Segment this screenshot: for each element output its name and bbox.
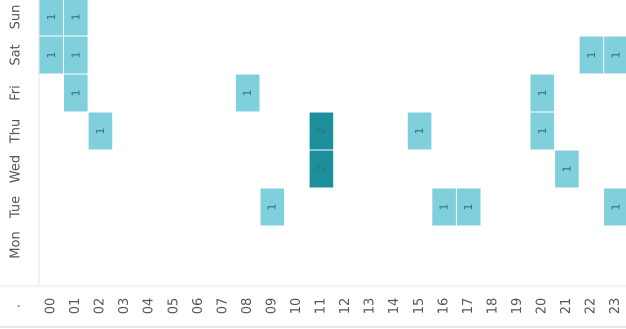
cell-label-tue-16: 1 — [438, 204, 451, 211]
x-label-22: 22 — [584, 298, 599, 315]
cell-label-sat-22: 1 — [585, 52, 598, 59]
heatmap-cells: 1 1 1 1 1 1 1 1 1 1 2 1 1 2 1 1 1 1 1 — [39, 0, 626, 226]
x-label-14: 14 — [387, 298, 402, 315]
x-label-10: 10 — [289, 298, 304, 315]
cell-label-sat-01: 1 — [69, 52, 82, 59]
cell-label-sat-23: 1 — [609, 52, 622, 59]
cell-thu-02 — [88, 112, 113, 150]
cell-label-thu-20: 1 — [536, 128, 549, 135]
cell-label-tue-17: 1 — [462, 204, 475, 211]
x-label-12: 12 — [338, 298, 353, 315]
cell-tue-17 — [456, 188, 481, 226]
cell-label-fri-08: 1 — [241, 90, 254, 97]
x-label-00: 00 — [44, 298, 59, 315]
cell-label-thu-11: 2 — [315, 128, 328, 135]
y-label-fri: Fri — [9, 85, 24, 101]
cell-tue-16 — [432, 188, 456, 226]
cell-thu-15 — [407, 112, 432, 150]
x-label-05: 05 — [166, 298, 181, 315]
cell-label-fri-01: 1 — [69, 90, 82, 97]
cell-label-fri-20: 1 — [536, 90, 549, 97]
cell-wed-21 — [555, 150, 579, 188]
cell-tue-09 — [260, 188, 285, 226]
x-label-23: 23 — [608, 298, 623, 315]
y-label-thu: Thu — [9, 119, 24, 144]
x-label-13: 13 — [363, 298, 378, 315]
x-label-02: 02 — [93, 298, 108, 315]
x-label-08: 08 — [240, 298, 255, 315]
y-label-mon: Mon — [9, 231, 24, 258]
x-label-18: 18 — [485, 298, 500, 315]
cell-sun-00 — [39, 0, 64, 36]
x-axis-labels: . 00 01 02 03 04 05 06 07 08 09 10 11 12 13 14 15 16 17 18 1… — [9, 298, 624, 315]
x-label-07: 07 — [215, 298, 230, 315]
cell-label-thu-15: 1 — [413, 128, 426, 135]
x-label-01: 01 — [68, 298, 83, 315]
x-label-19: 19 — [510, 298, 525, 315]
cell-label-tue-09: 1 — [266, 204, 279, 211]
x-label-21: 21 — [559, 298, 574, 315]
cell-fri-01 — [64, 74, 88, 112]
cell-sat-23 — [604, 36, 626, 74]
cell-label-wed-21: 1 — [560, 166, 573, 173]
cell-thu-11 — [309, 112, 334, 150]
cell-sat-01 — [64, 36, 88, 74]
x-label-03: 03 — [117, 298, 132, 315]
x-label-06: 06 — [191, 298, 206, 315]
x-label-16: 16 — [436, 298, 451, 315]
cell-sat-22 — [579, 36, 604, 74]
y-label-tue: Tue — [9, 196, 24, 219]
cell-label-wed-11: 2 — [315, 166, 328, 173]
y-label-wed: Wed — [9, 155, 24, 183]
x-label-17: 17 — [461, 298, 476, 315]
x-label-09: 09 — [265, 298, 280, 315]
cell-tue-23 — [604, 188, 626, 226]
cell-label-sun-00: 1 — [45, 14, 58, 21]
y-label-sun: Sun — [9, 5, 24, 30]
cell-label-thu-02: 1 — [94, 128, 107, 135]
cell-sun-01 — [64, 0, 88, 36]
cell-sat-00 — [39, 36, 64, 74]
cell-fri-20 — [530, 74, 555, 112]
y-axis-labels: Sun Sat Fri Thu Wed Tue Mon — [9, 5, 24, 259]
cell-label-sun-01: 1 — [69, 14, 82, 21]
cell-fri-08 — [235, 74, 260, 112]
y-label-sat: Sat — [9, 44, 24, 65]
cell-wed-11 — [309, 150, 334, 188]
x-label-15: 15 — [412, 298, 427, 315]
x-label-20: 20 — [535, 298, 550, 315]
cell-thu-20 — [530, 112, 555, 150]
cell-label-tue-23: 1 — [609, 204, 622, 211]
corner-label: . — [9, 304, 24, 308]
x-label-04: 04 — [142, 298, 157, 315]
cell-label-sat-00: 1 — [45, 52, 58, 59]
x-label-11: 11 — [314, 298, 329, 315]
